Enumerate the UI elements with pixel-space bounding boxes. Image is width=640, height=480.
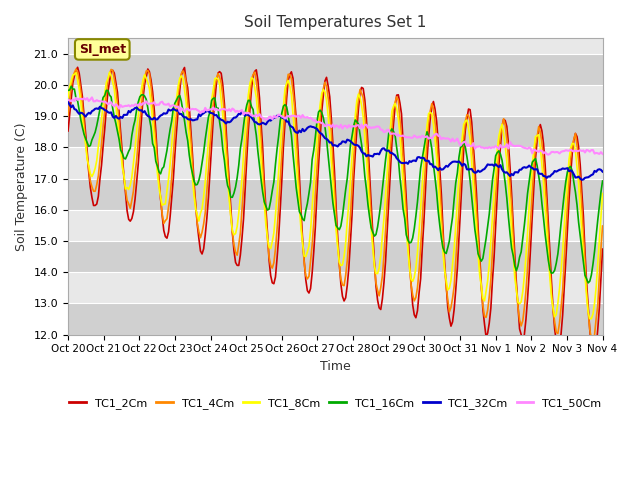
- Bar: [68, 54, 602, 85]
- TC1_2Cm: [70, 73, 78, 79]
- TC1_2Cm: [225, 179, 233, 184]
- TC1_16Cm: [365, 214, 373, 220]
- TC1_2Cm: [74, 64, 81, 70]
- TC1_50Cm: [64, 97, 72, 103]
- TC1_50Cm: [509, 143, 517, 148]
- Line: TC1_4Cm: TC1_4Cm: [68, 69, 602, 340]
- TC1_8Cm: [503, 159, 511, 165]
- TC1_32Cm: [578, 177, 586, 183]
- Y-axis label: Soil Temperature (C): Soil Temperature (C): [15, 122, 28, 251]
- Line: TC1_2Cm: TC1_2Cm: [68, 67, 602, 355]
- Line: TC1_16Cm: TC1_16Cm: [68, 86, 602, 283]
- TC1_16Cm: [184, 138, 191, 144]
- TC1_8Cm: [509, 252, 517, 257]
- TC1_50Cm: [184, 106, 191, 111]
- TC1_4Cm: [72, 66, 80, 72]
- TC1_32Cm: [598, 169, 606, 175]
- TC1_8Cm: [598, 191, 606, 196]
- Bar: [68, 179, 602, 210]
- TC1_50Cm: [88, 95, 96, 100]
- TC1_16Cm: [509, 252, 517, 258]
- TC1_4Cm: [598, 223, 606, 229]
- Bar: [68, 303, 602, 335]
- Text: SI_met: SI_met: [79, 43, 126, 56]
- TC1_32Cm: [508, 171, 515, 177]
- TC1_2Cm: [591, 352, 598, 358]
- TC1_4Cm: [225, 190, 233, 196]
- TC1_32Cm: [364, 152, 372, 158]
- TC1_16Cm: [67, 84, 75, 89]
- X-axis label: Time: Time: [320, 360, 351, 373]
- Bar: [68, 147, 602, 179]
- TC1_4Cm: [64, 113, 72, 119]
- Bar: [68, 210, 602, 241]
- Line: TC1_32Cm: TC1_32Cm: [68, 102, 602, 180]
- TC1_4Cm: [70, 70, 78, 75]
- TC1_4Cm: [509, 235, 517, 241]
- TC1_8Cm: [365, 208, 373, 214]
- TC1_8Cm: [64, 95, 72, 100]
- Bar: [68, 116, 602, 147]
- TC1_16Cm: [584, 280, 592, 286]
- Legend: TC1_2Cm, TC1_4Cm, TC1_8Cm, TC1_16Cm, TC1_32Cm, TC1_50Cm: TC1_2Cm, TC1_4Cm, TC1_8Cm, TC1_16Cm, TC1…: [65, 394, 605, 413]
- TC1_8Cm: [184, 117, 191, 123]
- TC1_50Cm: [365, 124, 373, 130]
- TC1_4Cm: [503, 136, 511, 142]
- TC1_4Cm: [184, 99, 191, 105]
- TC1_16Cm: [64, 87, 72, 93]
- TC1_2Cm: [365, 172, 373, 178]
- TC1_32Cm: [64, 99, 72, 105]
- Bar: [68, 241, 602, 272]
- TC1_50Cm: [545, 152, 552, 157]
- TC1_8Cm: [70, 72, 78, 77]
- TC1_32Cm: [70, 106, 78, 112]
- Bar: [68, 85, 602, 116]
- TC1_4Cm: [589, 337, 597, 343]
- TC1_8Cm: [106, 70, 113, 75]
- TC1_32Cm: [224, 119, 232, 125]
- TC1_2Cm: [503, 123, 511, 129]
- Bar: [68, 272, 602, 303]
- TC1_50Cm: [503, 142, 511, 147]
- TC1_4Cm: [365, 188, 373, 194]
- TC1_16Cm: [225, 187, 233, 192]
- TC1_50Cm: [70, 98, 78, 104]
- TC1_32Cm: [501, 170, 509, 176]
- TC1_16Cm: [598, 178, 606, 184]
- TC1_50Cm: [225, 106, 233, 112]
- TC1_2Cm: [509, 222, 517, 228]
- TC1_2Cm: [64, 128, 72, 134]
- TC1_8Cm: [588, 316, 595, 322]
- TC1_16Cm: [72, 96, 80, 101]
- Title: Soil Temperatures Set 1: Soil Temperatures Set 1: [244, 15, 426, 30]
- TC1_50Cm: [598, 151, 606, 157]
- Line: TC1_8Cm: TC1_8Cm: [68, 72, 602, 319]
- TC1_16Cm: [503, 195, 511, 201]
- TC1_2Cm: [598, 246, 606, 252]
- TC1_8Cm: [225, 196, 233, 202]
- Line: TC1_50Cm: TC1_50Cm: [68, 97, 602, 155]
- TC1_2Cm: [184, 85, 191, 91]
- TC1_32Cm: [182, 114, 190, 120]
